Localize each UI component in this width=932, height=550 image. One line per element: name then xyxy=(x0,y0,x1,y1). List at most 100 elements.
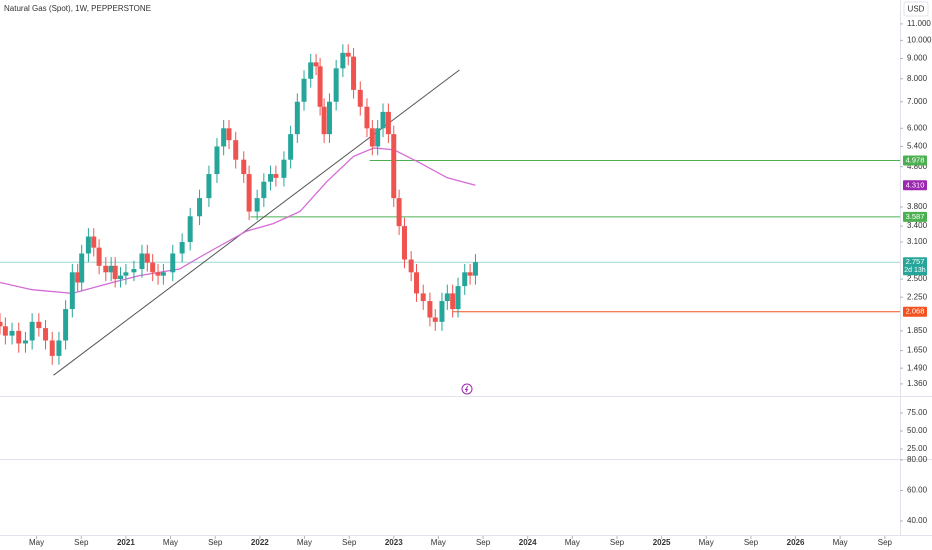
candle-body xyxy=(450,293,456,310)
y-tick-label: 1.360 xyxy=(907,379,928,388)
candle-body xyxy=(56,340,62,356)
y-tick-label: 1.650 xyxy=(907,346,928,355)
candle-body xyxy=(351,56,357,90)
x-tick-label: May xyxy=(163,538,178,547)
price-badge xyxy=(903,257,927,276)
candle-body xyxy=(357,89,363,107)
x-tick-label: Sep xyxy=(74,538,89,547)
candle-body xyxy=(308,62,314,79)
price-badge-label: 2.757 xyxy=(906,257,925,266)
x-tick-label: Sep xyxy=(208,538,223,547)
candle-body xyxy=(221,128,227,147)
chart-title: Natural Gas (Spot), 1W, PEPPERSTONE xyxy=(4,4,151,13)
candle-body xyxy=(268,174,274,182)
y-tick-label: 4.800 xyxy=(907,162,928,171)
candle-body xyxy=(118,275,124,280)
x-tick-label: May xyxy=(431,538,446,547)
candle-body xyxy=(197,198,203,217)
currency[interactable]: USD xyxy=(908,5,925,14)
candle-body xyxy=(69,272,75,310)
x-tick-label: May xyxy=(833,538,848,547)
candle-body xyxy=(340,52,346,69)
candle-body xyxy=(49,340,55,356)
candle-body xyxy=(321,106,327,135)
panel-y-tick-label: 40.00 xyxy=(907,516,928,525)
candle-body xyxy=(179,242,185,254)
y-tick-label: 2.500 xyxy=(907,274,928,283)
candle-body xyxy=(75,272,81,283)
currency-box[interactable] xyxy=(903,1,929,17)
price-badge-label: 4.978 xyxy=(906,155,925,164)
candle-body xyxy=(385,111,391,135)
candle-body xyxy=(112,265,118,280)
panel-y-tick-label: 25.00 xyxy=(907,444,928,453)
x-tick-label: 2022 xyxy=(251,538,269,547)
candle-body xyxy=(108,265,114,273)
price-badge-label: 3.587 xyxy=(906,212,925,221)
x-tick-label: Sep xyxy=(610,538,625,547)
candle-body xyxy=(380,111,386,129)
panel-y-tick-label: 50.00 xyxy=(907,426,928,435)
x-tick-label: May xyxy=(565,538,580,547)
candle-body xyxy=(396,198,402,227)
trend-line xyxy=(53,69,460,376)
candle-body xyxy=(281,159,287,178)
candle-body xyxy=(2,326,8,336)
candle-body xyxy=(375,128,381,147)
candle-body xyxy=(333,68,339,102)
price-badge-label: 2.068 xyxy=(906,307,925,316)
alert-icon[interactable] xyxy=(461,383,473,395)
candle-body xyxy=(233,140,239,160)
candle-body xyxy=(43,328,49,341)
y-tick-label: 3.400 xyxy=(907,221,928,230)
y-tick-label: 1.490 xyxy=(907,363,928,372)
candle-body xyxy=(0,321,3,327)
candle-body xyxy=(462,272,468,287)
candle-body xyxy=(427,301,433,318)
candle-body xyxy=(369,128,375,147)
candle-body xyxy=(420,293,426,302)
panel-y-tick-label: 80.00 xyxy=(907,455,928,464)
x-tick-label: 2026 xyxy=(787,538,805,547)
x-tick-label: Sep xyxy=(878,538,893,547)
candle-body xyxy=(22,340,28,344)
x-tick-label: Sep xyxy=(744,538,759,547)
y-tick-label: 11.000 xyxy=(907,19,931,28)
x-tick-label: Sep xyxy=(342,538,357,547)
candle-body xyxy=(16,330,22,344)
candle-body xyxy=(345,52,351,57)
candle-body xyxy=(472,262,478,276)
candle-body xyxy=(439,301,445,322)
price-badge xyxy=(903,155,927,166)
candle-body xyxy=(150,262,156,273)
candle-body xyxy=(273,174,279,178)
candle-body xyxy=(155,272,161,276)
y-tick-label: 9.000 xyxy=(907,54,928,63)
x-tick-label: 2023 xyxy=(385,538,403,547)
candle-body xyxy=(254,198,260,212)
candle-body xyxy=(246,174,252,212)
x-tick-label: May xyxy=(699,538,714,547)
y-tick-label: 3.800 xyxy=(907,202,928,211)
panel-y-tick-label: 75.00 xyxy=(907,408,928,417)
price-badge xyxy=(903,180,927,191)
candle-body xyxy=(96,247,102,266)
candle-body xyxy=(301,78,307,102)
y-tick-label: 3.100 xyxy=(907,237,928,246)
y-tick-label: 1.850 xyxy=(907,326,928,335)
candle-body xyxy=(408,259,414,273)
alert-circle[interactable] xyxy=(461,383,473,395)
candle-body xyxy=(187,216,193,243)
candle-body xyxy=(123,272,129,276)
candle-body xyxy=(103,265,109,273)
x-tick-label: 2025 xyxy=(653,538,671,547)
candle-body xyxy=(214,146,220,175)
y-tick-label: 7.000 xyxy=(907,97,928,106)
alert-bolt[interactable] xyxy=(464,385,469,393)
x-tick-label: May xyxy=(29,538,44,547)
candle-body xyxy=(401,226,407,260)
x-tick-label: 2021 xyxy=(117,538,135,547)
x-tick-label: May xyxy=(297,538,312,547)
candle-body xyxy=(288,134,294,160)
candle-body xyxy=(444,293,450,302)
